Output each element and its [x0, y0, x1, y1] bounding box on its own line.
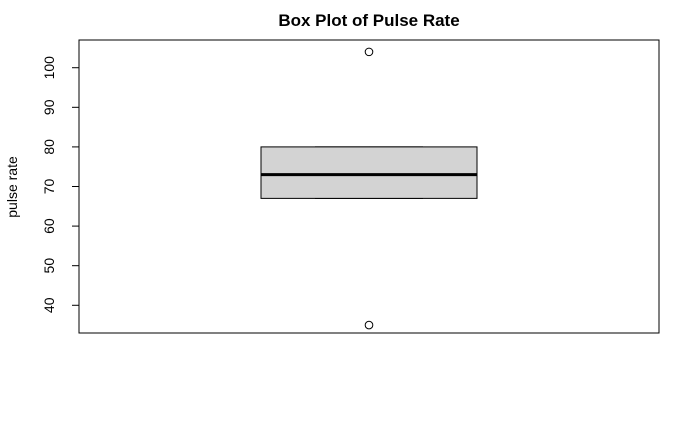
y-tick-label: 70 — [41, 179, 57, 195]
chart-title: Box Plot of Pulse Rate — [278, 11, 459, 30]
y-tick-label: 80 — [41, 139, 57, 155]
outlier-point — [364, 47, 374, 57]
box-group — [260, 47, 478, 330]
y-tick-label: 60 — [41, 218, 57, 234]
y-tick-label: 50 — [41, 258, 57, 274]
y-tick-label: 100 — [41, 56, 57, 80]
iqr-box — [260, 146, 478, 199]
y-tick-label: 40 — [41, 297, 57, 313]
outlier-point — [364, 320, 374, 330]
y-tick-label: 90 — [41, 99, 57, 115]
y-axis: 40 50 60 70 80 90 100 — [41, 56, 80, 313]
y-axis-label: pulse rate — [4, 156, 20, 218]
